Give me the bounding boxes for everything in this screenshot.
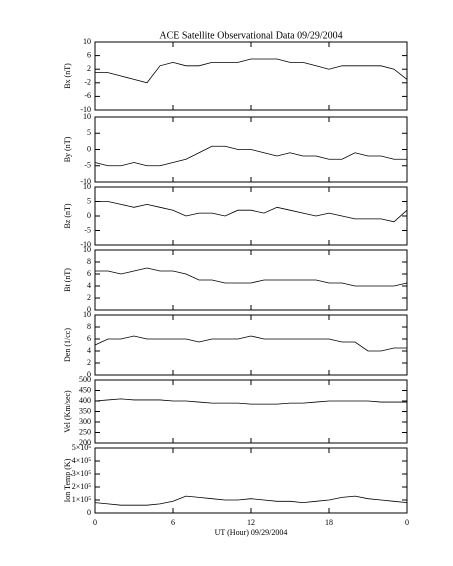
y-tick-label: -5 xyxy=(84,225,91,234)
x-tick-label: 12 xyxy=(247,518,255,527)
y-axis-label: Bx (nT) xyxy=(63,63,72,89)
data-line xyxy=(95,201,408,223)
y-tick-label: 0 xyxy=(87,144,91,153)
data-line xyxy=(94,495,408,506)
x-tick-label: 0 xyxy=(93,518,97,527)
y-tick-label: 6 xyxy=(87,50,91,59)
x-tick-label: 0 xyxy=(405,518,409,527)
y-tick-label: 200 xyxy=(79,438,91,447)
y-tick-label: 450 xyxy=(79,385,91,394)
y-tick-label: 350 xyxy=(79,406,91,415)
y-tick-label: 5 xyxy=(87,128,91,137)
y-tick-label: 0 xyxy=(87,370,91,379)
y-tick-label: 10 xyxy=(83,37,91,46)
y-tick-label: -10 xyxy=(80,240,91,249)
y-axis-label: Den (1/cc) xyxy=(63,328,72,362)
data-line xyxy=(94,398,407,405)
y-tick-label: 10 xyxy=(83,310,91,319)
y-axis-label: Bz (nT) xyxy=(63,203,72,228)
y-axis-label: By (nT) xyxy=(63,136,72,162)
y-tick-label: 5×10⁵ xyxy=(72,443,92,452)
y-tick-label: 2 xyxy=(87,293,91,302)
chart-title: ACE Satellite Observational Data 09/29/2… xyxy=(159,30,342,41)
y-tick-label: 5 xyxy=(87,196,91,205)
y-axis-label: Vel (Km/sec) xyxy=(63,390,72,433)
data-line xyxy=(95,267,408,287)
y-tick-label: -10 xyxy=(80,105,91,114)
data-line xyxy=(95,58,408,84)
x-tick-label: 18 xyxy=(325,518,333,527)
y-tick-label: 4×10⁵ xyxy=(72,456,92,465)
y-axis-label: Ion Temp (K) xyxy=(63,458,72,502)
y-axis-label: Bt (nT) xyxy=(63,268,72,292)
y-tick-label: 6 xyxy=(87,269,91,278)
y-tick-label: 8 xyxy=(87,257,91,266)
y-tick-label: 0 xyxy=(87,211,91,220)
y-tick-label: 3×10⁵ xyxy=(72,469,92,478)
data-line xyxy=(94,145,407,167)
y-tick-label: 10 xyxy=(83,112,91,121)
y-tick-label: -6 xyxy=(84,91,91,100)
y-tick-label: 10 xyxy=(83,245,91,254)
y-tick-label: -5 xyxy=(84,161,91,170)
y-tick-label: 1×10⁵ xyxy=(72,495,92,504)
y-tick-label: 500 xyxy=(79,375,91,384)
y-tick-label: 2×10⁵ xyxy=(72,482,92,491)
y-tick-label: 250 xyxy=(79,427,91,436)
y-tick-label: -10 xyxy=(80,177,91,186)
y-tick-label: 2 xyxy=(87,358,91,367)
y-tick-label: 400 xyxy=(79,396,91,405)
data-line xyxy=(94,335,407,352)
y-tick-label: 0 xyxy=(87,508,91,517)
y-tick-label: 4 xyxy=(87,281,91,290)
y-tick-label: 0 xyxy=(87,305,91,314)
y-tick-label: -2 xyxy=(84,78,91,87)
x-tick-label: 6 xyxy=(171,518,175,527)
y-tick-label: 4 xyxy=(87,346,91,355)
y-tick-label: 2 xyxy=(87,64,91,73)
y-tick-label: 10 xyxy=(83,182,91,191)
y-tick-label: 8 xyxy=(87,322,91,331)
x-axis-label: UT (Hour) 09/29/2004 xyxy=(215,528,288,537)
y-tick-label: 6 xyxy=(87,334,91,343)
y-tick-label: 300 xyxy=(79,417,91,426)
